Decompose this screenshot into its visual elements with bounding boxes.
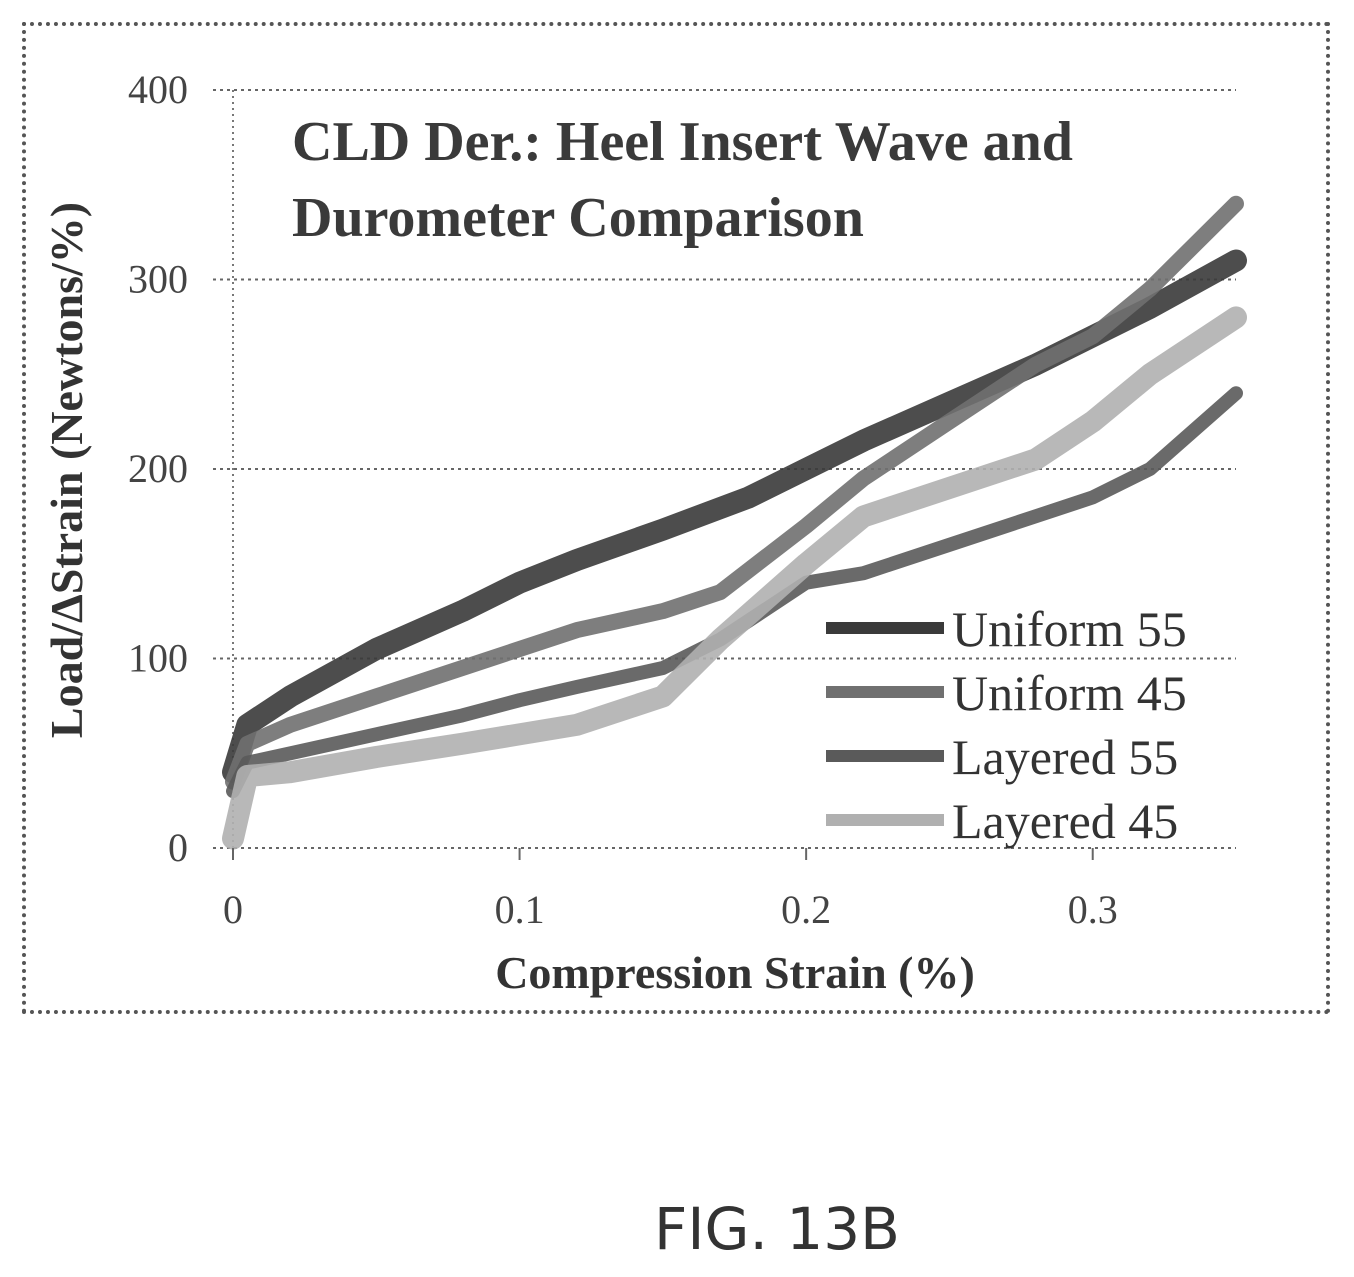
chart-title-line-2: Durometer Comparison [292,187,864,249]
legend: Uniform 55 Uniform 45 Layered 55 Layered 45 [826,601,1187,849]
x-tick-label-3: 0.3 [1068,887,1118,932]
y-tick-label-4: 400 [128,67,188,112]
legend-label-1: Uniform 45 [952,665,1187,721]
figure-label: FIG. 13B [654,1195,900,1263]
legend-label-0: Uniform 55 [952,601,1187,657]
y-tick-labels: 0 100 200 300 400 [128,67,188,870]
x-tick-label-1: 0.1 [495,887,545,932]
grid-lines [213,89,1236,858]
x-tick-label-2: 0.2 [781,887,831,932]
x-tick-labels: 0 0.1 0.2 0.3 [223,848,1118,932]
load-strain-chart: 0 100 200 300 400 0 0.1 0.2 0.3 CLD Der.: Heel … [41,67,1247,998]
y-tick-label-1: 100 [128,636,188,681]
y-axis-label: Load/ΔStrain (Newtons/%) [41,202,92,738]
chart-title-line-1: CLD Der.: Heel Insert Wave and [292,111,1073,173]
chart-frame [22,22,1330,1014]
y-tick-label-3: 300 [128,257,188,302]
y-tick-label-2: 200 [128,446,188,491]
legend-label-3: Layered 45 [952,793,1178,849]
y-tick-label-0: 0 [168,825,188,870]
x-tick-label-0: 0 [223,887,243,932]
series-line-layered-45 [222,306,1247,850]
series-line-uniform-45 [225,195,1244,790]
legend-label-2: Layered 55 [952,729,1178,785]
series-lines [222,195,1247,850]
x-axis-label: Compression Strain (%) [495,947,975,998]
